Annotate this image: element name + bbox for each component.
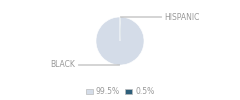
Legend: 99.5%, 0.5%: 99.5%, 0.5% xyxy=(86,87,154,96)
Text: BLACK: BLACK xyxy=(51,60,120,70)
Wedge shape xyxy=(96,17,144,65)
Wedge shape xyxy=(120,17,121,41)
Text: HISPANIC: HISPANIC xyxy=(120,12,200,22)
